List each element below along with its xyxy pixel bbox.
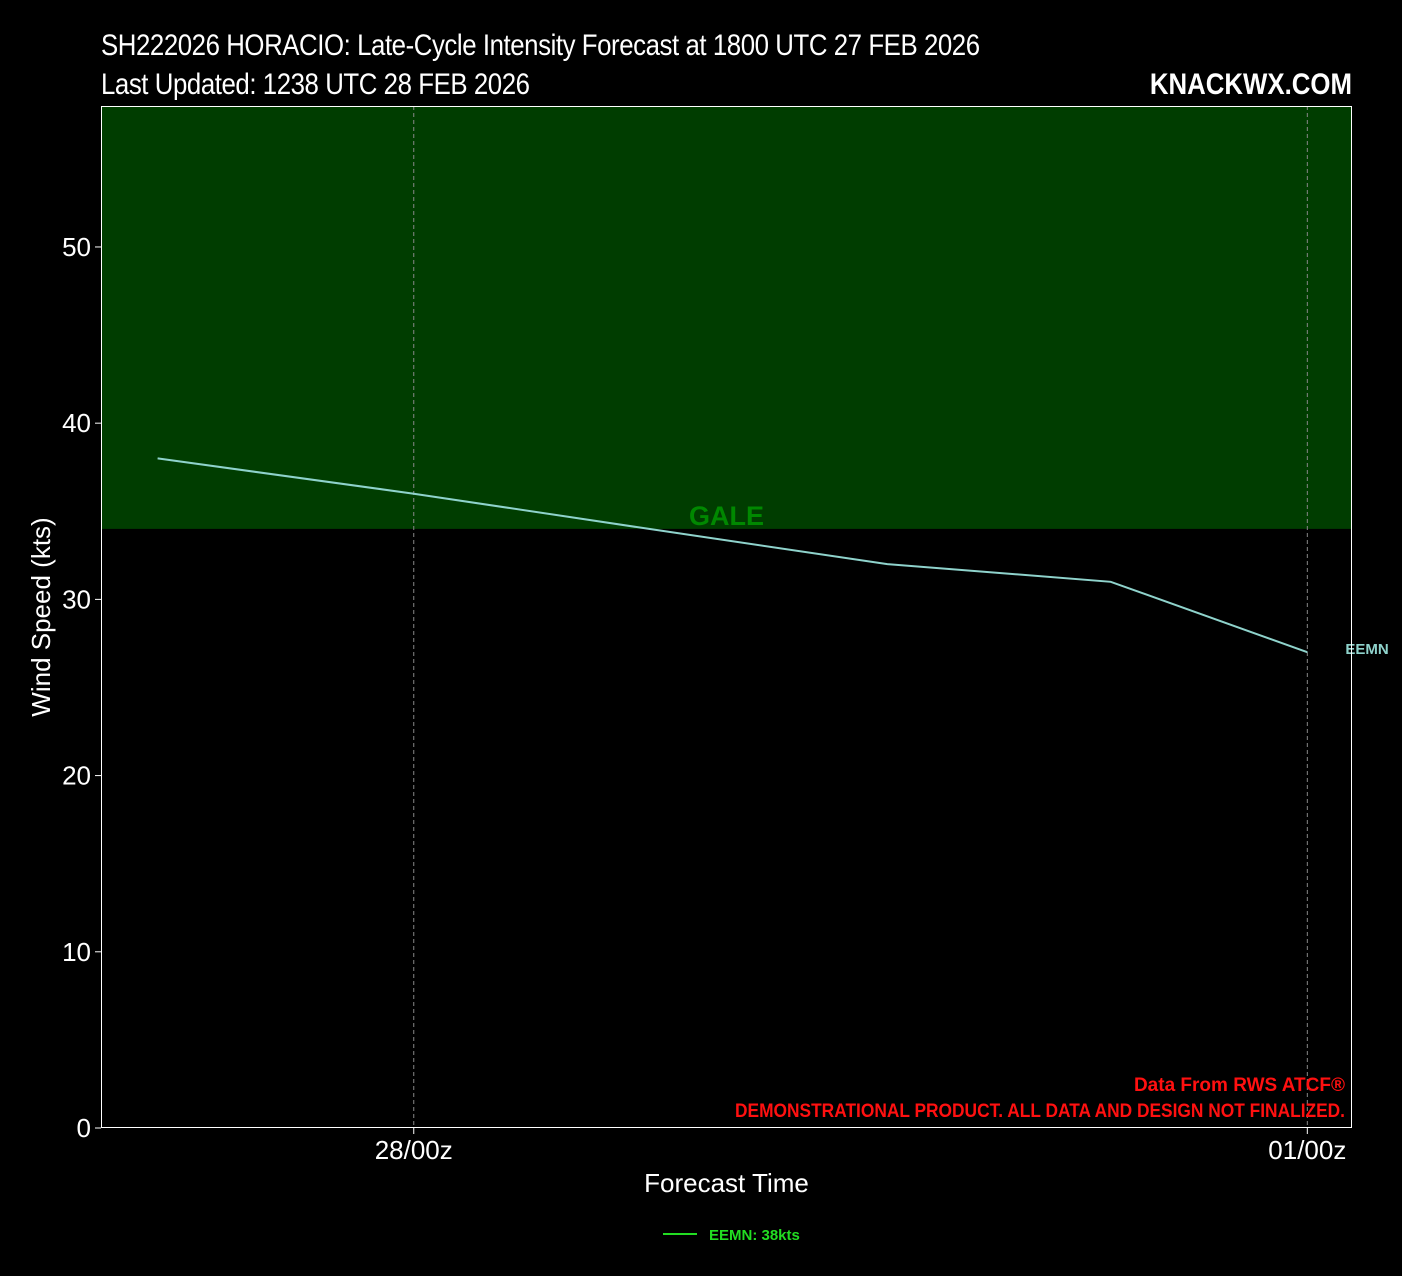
- x-axis-title: Forecast Time: [644, 1168, 809, 1198]
- y-tick-label: 10: [62, 937, 91, 967]
- gale-band-label: GALE: [689, 501, 764, 531]
- legend-label: EEMN: 38kts: [709, 1227, 800, 1244]
- y-tick-label: 0: [77, 1113, 91, 1143]
- y-axis-title: Wind Speed (kts): [26, 517, 56, 716]
- series-line-eemn: [157, 457, 1308, 654]
- source-annotation: Data From RWS ATCF®: [1134, 1075, 1345, 1096]
- x-tick-label: 01/00z: [1268, 1135, 1346, 1165]
- chart-title: SH222026 HORACIO: Late-Cycle Intensity F…: [101, 29, 980, 62]
- chart-subtitle: Last Updated: 1238 UTC 28 FEB 2026: [101, 68, 530, 101]
- y-tick-label: 20: [62, 761, 91, 791]
- brand-logo-text: KNACKWX.COM: [1149, 68, 1352, 101]
- disclaimer-annotation: DEMONSTRATIONAL PRODUCT. ALL DATA AND DE…: [735, 1101, 1345, 1122]
- plot-frame: [101, 106, 1352, 1128]
- gale-band: [101, 106, 1352, 529]
- y-tick-label: 30: [62, 584, 91, 614]
- series-end-label: EEMN: [1345, 641, 1388, 658]
- y-tick-label: 50: [62, 232, 91, 262]
- x-tick-label: 28/00z: [375, 1135, 453, 1165]
- y-tick-label: 40: [62, 408, 91, 438]
